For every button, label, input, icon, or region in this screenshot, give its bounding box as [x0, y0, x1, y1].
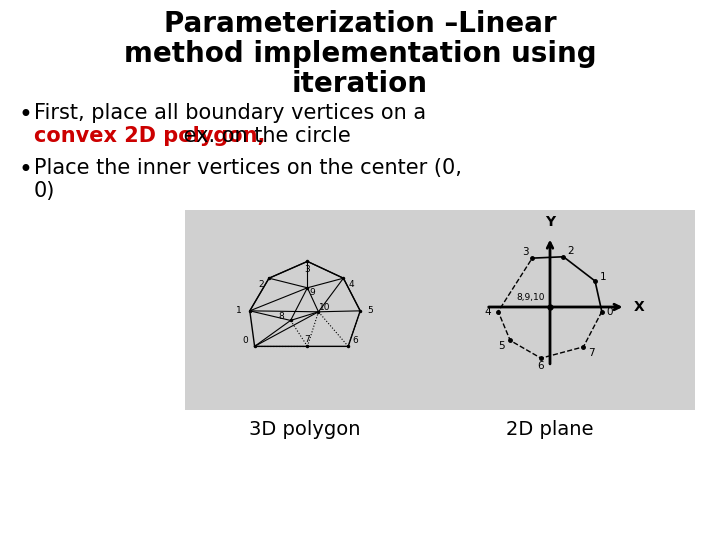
Text: iteration: iteration	[292, 70, 428, 98]
Text: 10: 10	[319, 303, 330, 312]
Text: X: X	[634, 300, 644, 314]
Text: 2: 2	[567, 246, 574, 256]
Text: 5: 5	[498, 341, 505, 352]
Text: 2D plane: 2D plane	[506, 420, 594, 439]
Text: convex 2D polygon,: convex 2D polygon,	[34, 126, 266, 146]
Text: First, place all boundary vertices on a: First, place all boundary vertices on a	[34, 103, 426, 123]
Text: 4: 4	[485, 307, 492, 316]
Text: Place the inner vertices on the center (0,: Place the inner vertices on the center (…	[34, 158, 462, 178]
Bar	[185, 210, 695, 410]
Text: 4: 4	[348, 280, 354, 289]
Text: 6: 6	[352, 336, 358, 345]
Text: method implementation using: method implementation using	[124, 40, 596, 68]
Text: 3: 3	[522, 247, 528, 257]
Text: 7: 7	[588, 348, 595, 358]
Text: 3: 3	[305, 265, 310, 274]
Text: 3D polygon: 3D polygon	[249, 420, 361, 439]
Text: Parameterization –Linear: Parameterization –Linear	[163, 10, 557, 38]
Text: 0: 0	[606, 307, 613, 316]
Text: 1: 1	[236, 306, 242, 315]
Text: •: •	[18, 103, 32, 127]
Text: Y: Y	[545, 215, 555, 229]
Text: 0: 0	[243, 336, 248, 345]
Text: 5: 5	[367, 306, 373, 315]
Text: 8,9,10: 8,9,10	[516, 293, 545, 302]
Text: 6: 6	[538, 361, 544, 371]
Text: ex. on the circle: ex. on the circle	[177, 126, 351, 146]
Text: 9: 9	[310, 288, 315, 298]
Text: 8: 8	[279, 312, 284, 321]
Text: 2: 2	[258, 280, 264, 289]
Text: 1: 1	[600, 272, 606, 282]
Text: •: •	[18, 158, 32, 182]
Text: 0): 0)	[34, 181, 55, 201]
Text: 7: 7	[305, 335, 310, 344]
